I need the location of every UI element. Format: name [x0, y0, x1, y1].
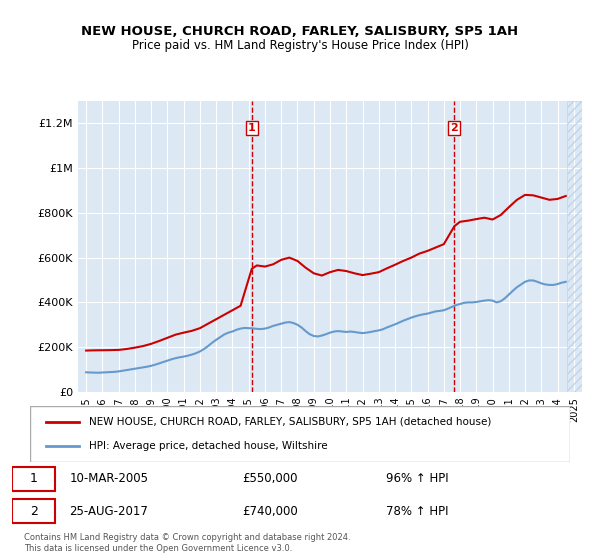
Text: NEW HOUSE, CHURCH ROAD, FARLEY, SALISBURY, SP5 1AH (detached house): NEW HOUSE, CHURCH ROAD, FARLEY, SALISBUR… [89, 417, 492, 427]
Text: 1: 1 [248, 123, 256, 133]
Text: 96% ↑ HPI: 96% ↑ HPI [386, 473, 449, 486]
Text: 10-MAR-2005: 10-MAR-2005 [70, 473, 149, 486]
Text: 1: 1 [30, 473, 38, 486]
Text: Price paid vs. HM Land Registry's House Price Index (HPI): Price paid vs. HM Land Registry's House … [131, 39, 469, 52]
Text: 2: 2 [451, 123, 458, 133]
FancyBboxPatch shape [12, 466, 55, 491]
Text: 78% ↑ HPI: 78% ↑ HPI [386, 505, 449, 517]
Text: £740,000: £740,000 [242, 505, 298, 517]
Text: 2: 2 [30, 505, 38, 517]
Text: NEW HOUSE, CHURCH ROAD, FARLEY, SALISBURY, SP5 1AH: NEW HOUSE, CHURCH ROAD, FARLEY, SALISBUR… [82, 25, 518, 38]
Text: Contains HM Land Registry data © Crown copyright and database right 2024.
This d: Contains HM Land Registry data © Crown c… [24, 533, 350, 553]
Text: £550,000: £550,000 [242, 473, 298, 486]
Text: HPI: Average price, detached house, Wiltshire: HPI: Average price, detached house, Wilt… [89, 441, 328, 451]
FancyBboxPatch shape [30, 406, 570, 462]
FancyBboxPatch shape [12, 499, 55, 524]
Text: 25-AUG-2017: 25-AUG-2017 [70, 505, 148, 517]
